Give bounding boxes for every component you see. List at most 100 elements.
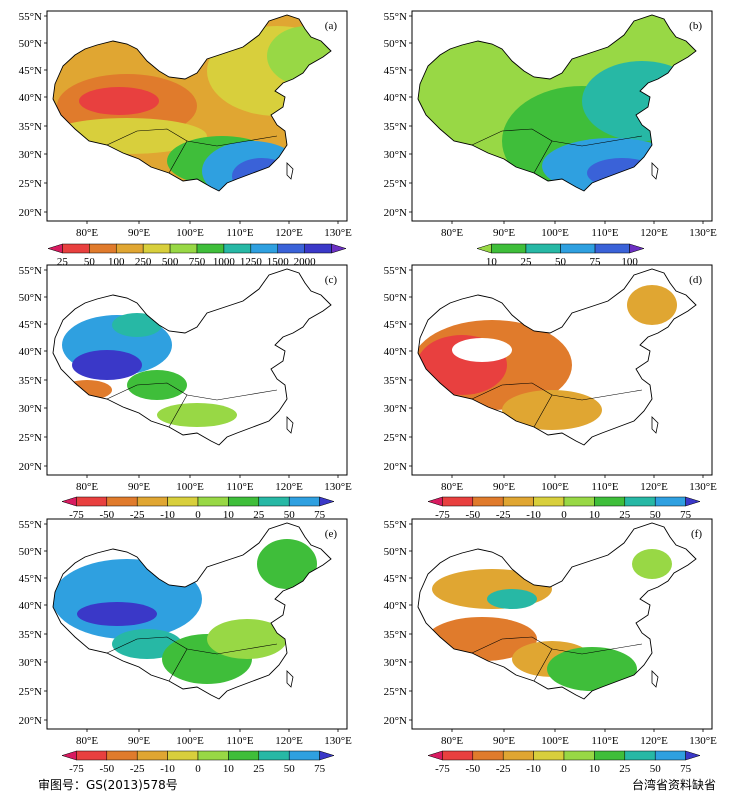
colorbar-end-high: [685, 496, 701, 507]
lon-label: 90°E: [493, 735, 515, 747]
panel-c: (c) 55°N 50°N 45°N 40°N 35°N 30°N 25°N 20°N 80°…: [19, 264, 352, 493]
colorbar-segment: [62, 243, 90, 254]
colorbar-tick-label: 250: [135, 256, 152, 268]
lat-label: 40°N: [19, 346, 42, 358]
colorbar-segment: [167, 750, 199, 761]
colorbar-segment: [250, 243, 279, 254]
lat-label: 35°N: [384, 375, 407, 387]
panel-e: (e) 55°N 50°N 45°N 40°N 35°N 30°N 25°N 20°N 80°…: [19, 518, 352, 747]
lat-label: 20°N: [384, 715, 407, 727]
panel-b: (b) 55°N 50°N 45°N 40°N 35°N 30°N 25°N 20°N 80°…: [384, 10, 717, 239]
colorbar-segment: [76, 750, 108, 761]
colorbar-segment: [654, 750, 686, 761]
lat-label: 25°N: [19, 686, 42, 698]
colorbar-segment: [563, 496, 595, 507]
colorbar-tick-label: 50: [284, 509, 296, 521]
colorbar-end-high: [629, 243, 645, 254]
river-line: [551, 643, 643, 655]
lat-label: 30°N: [19, 403, 42, 415]
colorbar-tick-label: -75: [435, 509, 450, 521]
colorbar-change-f: -75 -50 -25 -10 0 10 25 50 75: [427, 750, 701, 775]
colorbar-precip: 25 50 100 250 500 750 1000 1250 1500 2000: [47, 243, 347, 268]
lon-label: 120°E: [640, 227, 668, 239]
colorbar-segment: [197, 750, 229, 761]
colorbar-segment: [442, 750, 474, 761]
colorbar-tick-label: -10: [526, 763, 541, 775]
colorbar-segment: [624, 750, 656, 761]
colorbar-segment: [228, 750, 260, 761]
panel-label: (d): [689, 274, 702, 286]
colorbar-segment: [533, 496, 565, 507]
lat-label: 20°N: [19, 715, 42, 727]
colorbar-segment: [167, 496, 199, 507]
colorbar-segment: [277, 243, 305, 254]
lon-label: 120°E: [640, 735, 668, 747]
colorbar-tick-label: 75: [680, 509, 692, 521]
lon-label: 100°E: [176, 481, 204, 493]
colorbar-tick-label: 25: [619, 763, 631, 775]
colorbar-tick-label: 0: [561, 763, 567, 775]
lat-label: 50°N: [384, 38, 407, 50]
lon-label: 90°E: [128, 481, 150, 493]
panel-label: (f): [691, 528, 702, 540]
lat-label: 50°N: [19, 546, 42, 558]
lon-label: 110°E: [226, 481, 253, 493]
colorbar-segment: [563, 750, 595, 761]
colorbar-tick-label: 10: [486, 256, 498, 268]
lat-label: 40°N: [384, 346, 407, 358]
lon-label: 130°E: [689, 227, 717, 239]
colorbar-tick-label: 25: [253, 763, 265, 775]
lon-label: 120°E: [275, 735, 303, 747]
colorbar-tick-label: 1500: [267, 256, 290, 268]
lat-label: 25°N: [384, 178, 407, 190]
lat-label: 55°N: [19, 11, 42, 23]
colorbar-segment: [288, 496, 320, 507]
colorbar-segment: [288, 750, 320, 761]
lat-label: 40°N: [384, 92, 407, 104]
lat-label: 35°N: [384, 121, 407, 133]
lat-label: 30°N: [19, 657, 42, 669]
taiwan-outline: [651, 162, 659, 180]
river-line: [551, 389, 643, 401]
colorbar-tick-label: 75: [680, 763, 692, 775]
colorbar-segment: [136, 750, 168, 761]
colorbar-tick-label: 50: [650, 763, 662, 775]
colorbar-segment: [142, 243, 171, 254]
colorbar-end-low: [427, 750, 443, 761]
colorbar-change-d: -75 -50 -25 -10 0 10 25 50 75: [427, 496, 701, 521]
colorbar-tick-label: 50: [650, 509, 662, 521]
taiwan-outline: [651, 416, 659, 434]
lat-label: 35°N: [19, 629, 42, 641]
colorbar-segment: [560, 243, 596, 254]
lat-label: 40°N: [384, 600, 407, 612]
panel-f: (f) 55°N 50°N 45°N 40°N 35°N 30°N 25°N 20°N 80°…: [384, 518, 717, 747]
lon-label: 110°E: [591, 481, 618, 493]
colorbar-segment: [258, 496, 290, 507]
colorbar-segment: [502, 496, 534, 507]
tibet-boundary: [106, 636, 188, 682]
lat-label: 55°N: [384, 265, 407, 277]
colorbar-tick-label: 50: [555, 256, 567, 268]
lat-label: 50°N: [19, 292, 42, 304]
colorbar-tick-label: -10: [160, 509, 175, 521]
colorbar-tick-label: 25: [520, 256, 532, 268]
lon-label: 100°E: [541, 227, 569, 239]
lon-label: 90°E: [128, 735, 150, 747]
river-line: [186, 135, 278, 147]
colorbar-segment: [228, 496, 260, 507]
lat-label: 25°N: [19, 432, 42, 444]
panel-label: (a): [325, 20, 338, 32]
lon-label: 80°E: [76, 481, 98, 493]
panel-label: (b): [689, 20, 702, 32]
colorbar-tick-label: 50: [284, 763, 296, 775]
colorbar-end-high: [319, 750, 335, 761]
lat-label: 45°N: [384, 319, 407, 331]
lat-label: 45°N: [384, 573, 407, 585]
tibet-boundary: [471, 636, 553, 682]
colorbar-tick-label: 100: [108, 256, 125, 268]
lat-label: 45°N: [19, 573, 42, 585]
colorbar-segment: [106, 496, 138, 507]
lat-label: 25°N: [19, 178, 42, 190]
lat-label: 50°N: [19, 38, 42, 50]
